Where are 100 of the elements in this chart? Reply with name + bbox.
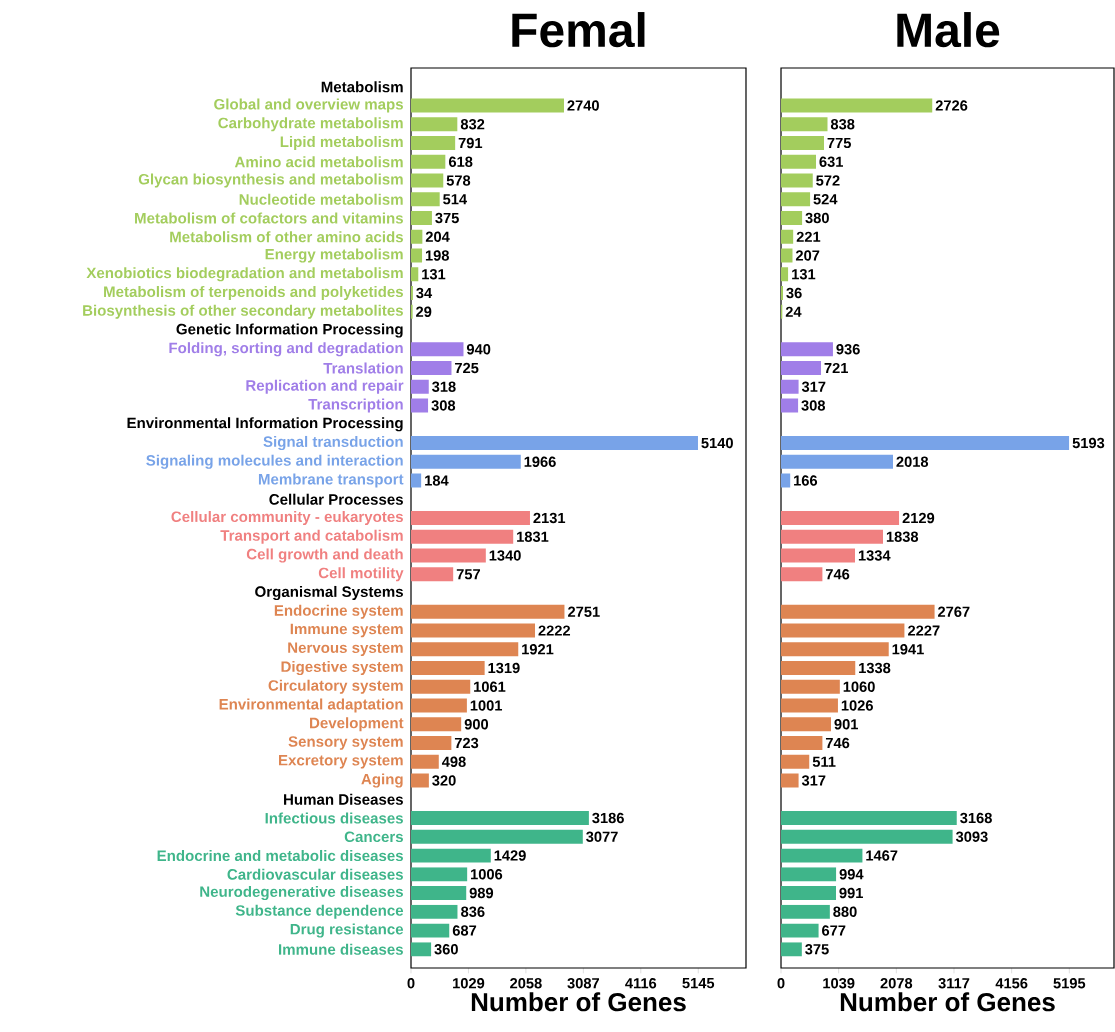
bar xyxy=(411,154,446,169)
bar xyxy=(411,454,521,469)
data-label: 184 xyxy=(425,475,449,486)
y-tick-label: Metabolism of cofactors and vitamins xyxy=(135,212,403,224)
data-label: 838 xyxy=(830,119,855,130)
data-label: 994 xyxy=(839,869,864,880)
data-label: 572 xyxy=(816,175,840,186)
bar xyxy=(781,98,933,113)
bar xyxy=(411,192,440,207)
bar xyxy=(781,436,1070,450)
bar xyxy=(411,623,536,638)
y-tick-label: Global and overview maps xyxy=(214,98,403,113)
bar xyxy=(411,511,530,525)
bar xyxy=(411,923,450,938)
bar xyxy=(781,867,837,882)
x-tick-label: 2058 xyxy=(510,978,542,989)
data-label: 166 xyxy=(794,475,818,486)
y-tick-label: Xenobiotics biodegradation and metabolism xyxy=(86,267,403,282)
y-tick-label: Excretory system xyxy=(279,755,403,769)
data-label: 380 xyxy=(805,212,829,224)
data-label: 24 xyxy=(785,306,802,317)
data-label: 677 xyxy=(822,925,846,936)
x-tick-label: 5145 xyxy=(682,978,715,989)
bar xyxy=(411,117,458,132)
y-tick-label: Lipid metabolism xyxy=(280,135,403,151)
data-label: 198 xyxy=(425,250,449,261)
x-tick-label: 3117 xyxy=(938,978,970,989)
data-label: 936 xyxy=(836,344,860,355)
bar xyxy=(781,736,823,750)
data-label: 36 xyxy=(786,287,802,299)
bar xyxy=(781,173,813,188)
x-tick-label: 1029 xyxy=(453,978,485,989)
y-tick-label: Cellular community - eukaryotes xyxy=(171,510,403,526)
data-label: 989 xyxy=(469,887,494,899)
y-tick-label: Environmental Information Processing xyxy=(127,417,403,432)
bar xyxy=(411,698,467,713)
bar xyxy=(781,754,810,769)
bar xyxy=(781,773,799,788)
data-label: 1334 xyxy=(858,550,891,561)
y-tick-label: Transcription xyxy=(308,398,403,413)
x-tick-label: 4156 xyxy=(995,978,1028,989)
y-tick-label: Membrane transport xyxy=(258,473,404,488)
data-label: 375 xyxy=(805,944,829,955)
data-label: 360 xyxy=(434,944,458,955)
data-label: 3186 xyxy=(592,812,624,824)
y-tick-label: Folding, sorting and degradation xyxy=(169,342,403,357)
bar xyxy=(781,679,840,694)
data-label: 511 xyxy=(812,756,836,767)
bar xyxy=(411,173,444,188)
bar xyxy=(411,529,514,544)
bar xyxy=(411,267,419,282)
y-tick-label: Environmental adaptation xyxy=(219,698,403,713)
bar xyxy=(781,136,825,150)
data-label: 721 xyxy=(824,362,848,374)
bar xyxy=(411,436,698,450)
x-tick-label: 4116 xyxy=(625,978,657,989)
data-label: 514 xyxy=(443,194,468,205)
y-tick-label: Circulatory system xyxy=(268,679,403,694)
bar xyxy=(411,361,452,375)
x-axis-title: Number of Genes xyxy=(471,992,686,1012)
data-label: 2751 xyxy=(568,606,600,617)
y-tick-label: Cell motility xyxy=(318,567,404,582)
data-label: 320 xyxy=(432,775,456,786)
data-label: 317 xyxy=(801,381,826,392)
bar xyxy=(411,98,564,113)
data-label: 1340 xyxy=(489,550,521,561)
y-tick-label: Replication and repair xyxy=(246,379,404,394)
data-label: 991 xyxy=(839,887,863,899)
bar xyxy=(411,717,462,732)
bar xyxy=(781,192,811,207)
data-label: 2726 xyxy=(935,100,968,111)
bar xyxy=(781,117,828,132)
data-label: 1831 xyxy=(517,531,549,542)
y-tick-label: Glycan biosynthesis and metabolism xyxy=(138,173,403,188)
data-label: 578 xyxy=(446,175,471,186)
data-label: 204 xyxy=(425,231,450,242)
bar xyxy=(411,473,422,488)
data-label: 1921 xyxy=(522,644,554,655)
bar xyxy=(781,904,830,919)
bar xyxy=(781,811,957,825)
y-tick-label: Nucleotide metabolism xyxy=(239,193,403,205)
data-label: 832 xyxy=(460,119,485,130)
data-label: 131 xyxy=(792,269,816,280)
x-tick-label: 2078 xyxy=(880,978,913,989)
bar xyxy=(411,848,491,863)
y-tick-label: Cellular Processes xyxy=(269,493,403,505)
bar xyxy=(781,211,803,225)
bar xyxy=(411,342,464,357)
data-label: 3093 xyxy=(955,831,988,842)
data-label: 308 xyxy=(431,400,456,411)
data-label: 3168 xyxy=(960,812,992,824)
data-label: 687 xyxy=(452,925,477,936)
y-tick-label: Genetic Information Processing xyxy=(176,323,403,338)
y-tick-label: Metabolism of other amino acids xyxy=(170,231,403,243)
bar xyxy=(781,829,953,844)
data-label: 631 xyxy=(819,156,843,167)
data-label: 2018 xyxy=(896,456,929,467)
y-tick-label: Transport and catabolism xyxy=(220,529,403,544)
data-label: 757 xyxy=(456,569,481,580)
bar xyxy=(411,642,519,657)
